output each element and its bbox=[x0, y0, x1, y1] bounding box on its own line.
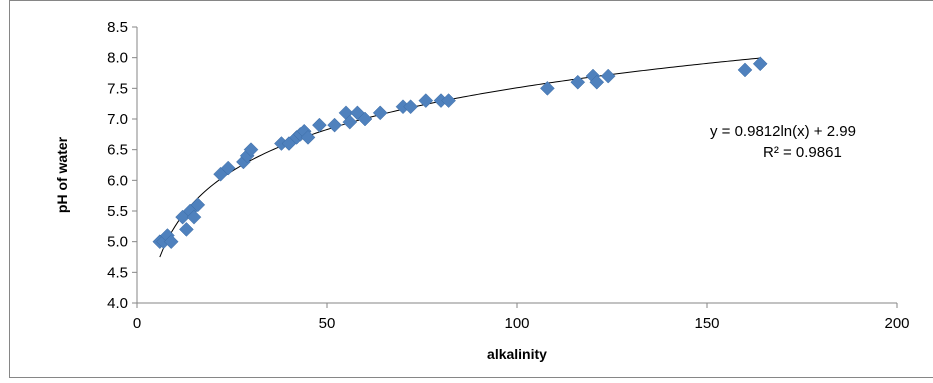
data-point bbox=[327, 117, 342, 133]
x-tick-label: 0 bbox=[133, 315, 141, 332]
y-tick-label: 8.5 bbox=[107, 19, 128, 36]
x-tick-label: 50 bbox=[319, 315, 336, 332]
x-tick-label: 100 bbox=[504, 315, 529, 332]
data-point bbox=[179, 222, 194, 237]
data-points bbox=[152, 56, 768, 250]
data-point bbox=[403, 99, 418, 115]
data-point bbox=[243, 142, 259, 158]
axes bbox=[132, 26, 898, 308]
data-point bbox=[312, 117, 327, 133]
data-point bbox=[600, 68, 616, 84]
x-axis-title: alkalinity bbox=[487, 346, 547, 362]
data-point bbox=[357, 111, 373, 127]
chart-area bbox=[9, 0, 933, 378]
y-tick-label: 5.0 bbox=[107, 234, 128, 251]
y-tick-label: 8.0 bbox=[107, 50, 128, 67]
data-point bbox=[441, 93, 456, 108]
y-tick-label: 4.5 bbox=[107, 264, 128, 281]
y-tick-label: 6.0 bbox=[107, 172, 128, 189]
data-point bbox=[737, 62, 753, 78]
trendline-equation: y = 0.9812ln(x) + 2.99 bbox=[710, 123, 856, 140]
x-tick-label: 150 bbox=[694, 315, 719, 332]
data-point bbox=[220, 160, 236, 176]
x-tick-label: 200 bbox=[884, 315, 909, 332]
data-point bbox=[342, 114, 358, 130]
data-point bbox=[752, 56, 768, 72]
y-tick-label: 5.5 bbox=[107, 203, 128, 220]
data-point bbox=[190, 197, 206, 213]
data-point bbox=[418, 93, 434, 108]
data-point bbox=[300, 130, 316, 145]
tick-labels: 4.0 4.5 5.0 5.5 6.0 6.5 7.0 7.5 8.0 8.5 0 50 100 150 2… bbox=[107, 19, 909, 332]
y-tick-label: 4.0 bbox=[107, 295, 128, 312]
data-point bbox=[589, 74, 605, 90]
y-tick-label: 7.0 bbox=[107, 111, 128, 128]
data-point bbox=[163, 234, 179, 250]
r-squared-label: R² = 0.9861 bbox=[763, 144, 842, 161]
y-tick-label: 7.5 bbox=[107, 80, 128, 97]
y-tick-label: 6.5 bbox=[107, 142, 128, 159]
trendline bbox=[159, 57, 761, 258]
y-axis-title: pH of water bbox=[54, 136, 70, 213]
data-point bbox=[570, 74, 586, 90]
data-point bbox=[372, 105, 388, 121]
data-point bbox=[186, 209, 202, 225]
data-point bbox=[540, 80, 555, 96]
